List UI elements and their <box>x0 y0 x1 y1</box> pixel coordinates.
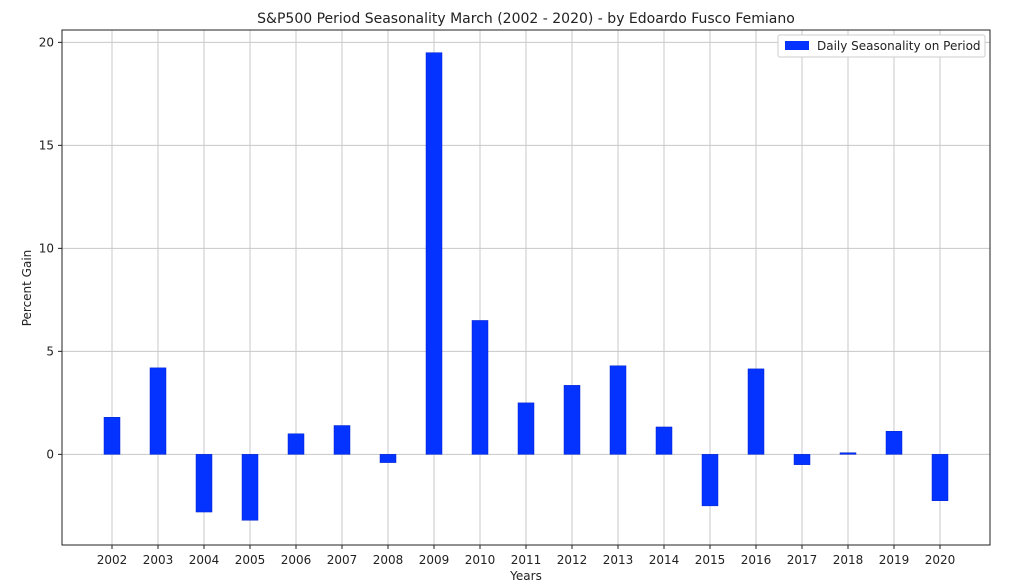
x-tick-label: 2009 <box>419 553 450 567</box>
bar-2016 <box>747 368 765 455</box>
x-tick-label: 2018 <box>833 553 864 567</box>
y-tick-label: 0 <box>46 447 54 461</box>
x-tick-label: 2006 <box>281 553 312 567</box>
legend-label: Daily Seasonality on Period <box>817 39 981 53</box>
x-tick-label: 2007 <box>327 553 358 567</box>
bar-2003 <box>149 367 167 455</box>
x-tick-label: 2013 <box>603 553 634 567</box>
x-tick-label: 2003 <box>143 553 174 567</box>
y-tick-label: 10 <box>39 241 54 255</box>
x-tick-label: 2008 <box>373 553 404 567</box>
bar-2017 <box>793 454 811 465</box>
legend-box <box>777 34 986 58</box>
bar-2014 <box>655 426 673 455</box>
x-tick-labels: 2002 2003 2004 2005 2006 2007 2008 2009 2010 2011… <box>97 545 956 567</box>
x-tick-label: 2012 <box>557 553 588 567</box>
legend-swatch <box>785 41 809 50</box>
bar-2005 <box>241 454 259 521</box>
bar-2006 <box>287 433 305 455</box>
bar-2011 <box>517 402 535 455</box>
x-tick-label: 2004 <box>189 553 220 567</box>
bar-2007 <box>333 425 351 455</box>
bar-2008 <box>379 454 397 463</box>
x-tick-label: 2019 <box>879 553 910 567</box>
y-tick-labels: 0 5 10 15 20 <box>39 35 62 461</box>
x-axis-label: Years <box>509 569 542 583</box>
bar-2013 <box>609 365 627 455</box>
y-tick-label: 15 <box>39 138 54 152</box>
legend: Daily Seasonality on Period <box>777 34 986 58</box>
x-tick-label: 2010 <box>465 553 496 567</box>
bar-2002 <box>103 417 121 455</box>
x-tick-label: 2002 <box>97 553 128 567</box>
bar-2004 <box>195 454 213 513</box>
bars <box>103 52 949 521</box>
bar-2020 <box>931 454 949 501</box>
x-tick-label: 2017 <box>787 553 818 567</box>
bar-2018 <box>839 452 857 455</box>
bar-2010 <box>471 320 489 455</box>
bar-2019 <box>885 431 903 455</box>
y-tick-label: 5 <box>46 344 54 358</box>
x-tick-label: 2014 <box>649 553 680 567</box>
x-tick-label: 2016 <box>741 553 772 567</box>
chart-title: S&P500 Period Seasonality March (2002 - … <box>257 11 795 27</box>
x-tick-label: 2015 <box>695 553 726 567</box>
bar-2015 <box>701 454 719 507</box>
x-tick-label: 2005 <box>235 553 266 567</box>
y-tick-label: 20 <box>39 35 54 49</box>
x-tick-label: 2011 <box>511 553 542 567</box>
x-tick-label: 2020 <box>925 553 956 567</box>
y-axis-label: Percent Gain <box>20 250 34 327</box>
bar-2012 <box>563 385 581 455</box>
bar-2009 <box>425 52 443 455</box>
